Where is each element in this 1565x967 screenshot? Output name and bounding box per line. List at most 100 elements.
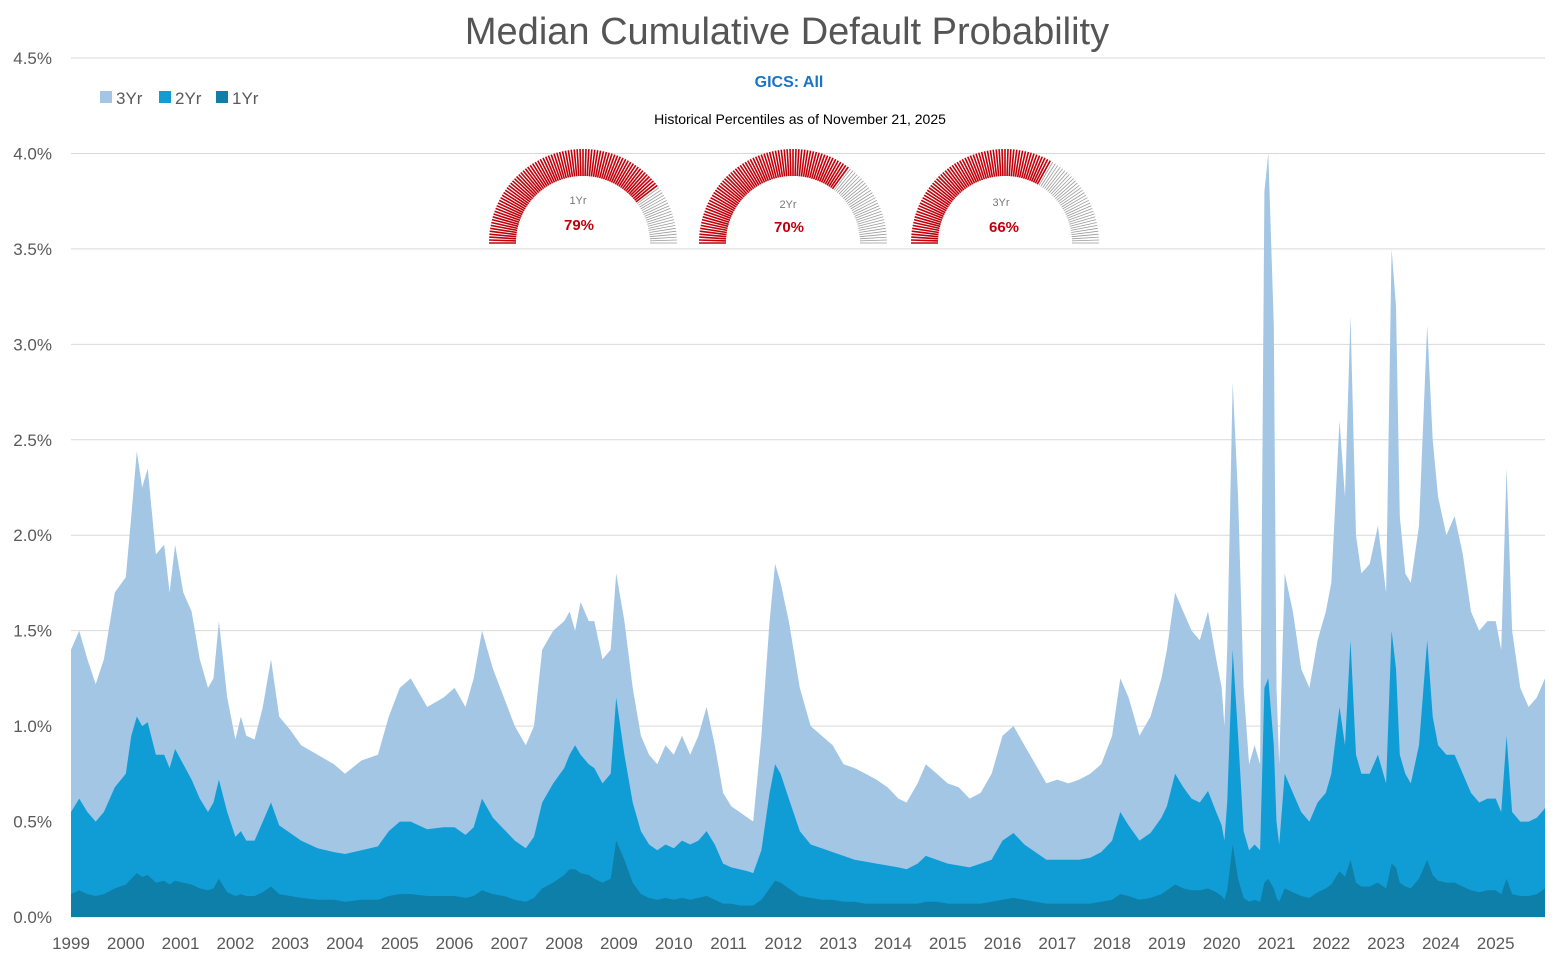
gauge-tick-filled [576, 149, 580, 177]
gauge-tick-empty [833, 168, 851, 191]
gauge-tick-filled [998, 149, 1002, 177]
gauge-tick-filled [830, 164, 847, 189]
gauge-2yr: 2Yr 70% [698, 148, 888, 244]
x-tick-label: 2000 [107, 934, 145, 953]
x-tick-label: 2011 [710, 934, 747, 953]
gauge-tick-filled [586, 149, 590, 177]
gauge-tick-empty [649, 230, 677, 235]
gauge-tick-filled [488, 239, 517, 242]
gauge-tick-empty [1052, 176, 1072, 196]
gauge-tick-filled [912, 224, 940, 232]
x-tick-label: 2012 [764, 934, 802, 953]
gauge-tick-empty [1070, 225, 1098, 231]
gauge-tick-filled [550, 154, 562, 181]
gauge-tick-empty [844, 182, 866, 201]
gauge-tick-filled [777, 150, 784, 177]
gauge-tick-filled [588, 149, 593, 177]
gauge-tick-filled [604, 154, 616, 181]
gauge-tick-filled [1018, 151, 1027, 178]
y-tick-label: 3.0% [13, 335, 52, 354]
gauge-tick-empty [1058, 187, 1082, 204]
gauge-tick-filled [763, 153, 774, 180]
gauge-tick-filled [1006, 148, 1009, 177]
gauge-tick-filled [631, 178, 653, 198]
gauge-tick-empty [858, 222, 885, 229]
area-series [71, 153, 1545, 917]
gauge-tick-filled [802, 150, 809, 177]
x-tick-label: 2013 [819, 934, 857, 953]
gauge-tick-filled [539, 158, 554, 184]
gauge-tick-filled [1036, 160, 1052, 185]
gauge-1yr-value: 79% [564, 217, 594, 234]
legend-label-2yr: 2Yr [175, 89, 202, 108]
gauge-tick-filled [983, 151, 992, 178]
gauge-tick-filled [701, 218, 729, 228]
gauge-tick-filled [808, 151, 818, 179]
gauge-tick-filled [951, 164, 968, 189]
gauge-tick-filled [928, 187, 952, 205]
gauge-tick-filled [739, 164, 756, 189]
gauge-tick-filled [705, 207, 731, 220]
gauge-tick-filled [1012, 149, 1018, 177]
gauge-tick-filled [620, 164, 637, 189]
gauge-tick-filled [1001, 148, 1004, 177]
gauge-tick-filled [706, 204, 732, 218]
gauge-tick-filled [700, 224, 728, 232]
gauge-tick-filled [720, 182, 742, 201]
gauge-tick-empty [1066, 205, 1092, 217]
x-tick-label: 2022 [1312, 934, 1350, 953]
gauge-tick-filled [618, 163, 635, 187]
gauge-tick-filled [812, 153, 823, 180]
x-tick-label: 2016 [984, 934, 1022, 953]
gauge-tick-filled [824, 160, 840, 185]
gauge-tick-filled [911, 233, 939, 238]
gauge-tick-filled [529, 164, 546, 189]
gauge-tick-empty [1045, 168, 1063, 191]
x-tick-label: 2008 [545, 934, 583, 953]
legend-label-3yr: 3Yr [116, 89, 143, 108]
gauge-tick-filled [570, 149, 576, 177]
gauge-3yr-value: 66% [989, 219, 1019, 236]
x-tick-label: 2015 [929, 934, 967, 953]
gauge-tick-empty [859, 236, 887, 240]
gauge-tick-filled [701, 221, 728, 230]
gauge-tick-empty [649, 239, 678, 242]
gauge-tick-empty [841, 178, 862, 198]
gauge-tick-filled [490, 227, 517, 234]
gauge-tick-filled [942, 171, 962, 194]
gauge-tick-filled [496, 204, 522, 218]
gauge-tick-empty [856, 213, 883, 223]
gauge-tick-filled [944, 170, 963, 192]
x-axis-ticks: 1999 2000 2001 2002 2003 2004 2005 2006 2007 2008… [52, 934, 1515, 953]
gauge-tick-filled [498, 199, 524, 214]
gauge-tick-empty [854, 205, 880, 217]
percentile-gauges: 1Yr 79% 2Yr 70% 3Yr 66% [488, 148, 1100, 244]
gauge-tick-filled [800, 149, 806, 177]
gauge-tick-filled [556, 152, 566, 179]
gauge-tick-filled [826, 161, 842, 186]
gauge-tick-empty [1042, 165, 1059, 188]
gauge-tick-empty [1071, 230, 1099, 235]
gauge-tick-filled [741, 163, 758, 187]
gauge-tick-filled [704, 210, 731, 222]
gauge-tick-filled [810, 152, 820, 179]
x-tick-label: 1999 [52, 934, 90, 953]
gauge-tick-filled [544, 156, 558, 182]
gauge-tick-filled [734, 168, 753, 191]
gauge-tick-filled [969, 155, 982, 181]
gauge-tick-filled [520, 171, 540, 194]
gauge-tick-filled [913, 218, 941, 228]
gauge-tick-empty [857, 219, 885, 227]
gauge-tick-filled [716, 187, 740, 205]
gauge-tick-empty [641, 197, 666, 212]
gauge-tick-filled [1032, 157, 1046, 183]
gauge-tick-empty [640, 194, 665, 210]
gauge-tick-filled [703, 213, 730, 224]
gauge-tick-empty [1067, 208, 1093, 219]
gauge-tick-filled [699, 233, 727, 238]
gauge-tick-filled [700, 227, 727, 234]
gauge-tick-filled [1026, 154, 1038, 181]
gauge-tick-filled [1016, 150, 1024, 178]
gauge-tick-empty [858, 225, 886, 231]
gauge-tick-filled [831, 166, 849, 190]
